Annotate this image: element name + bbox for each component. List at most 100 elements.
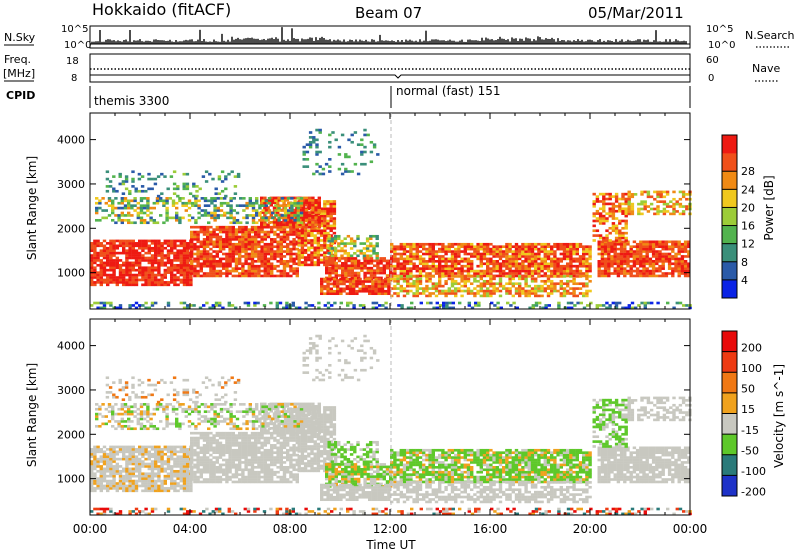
power-cell (173, 273, 177, 277)
power-cell (115, 251, 119, 255)
power-cell (602, 207, 606, 211)
power-cell (289, 250, 293, 253)
power-cell (586, 304, 590, 307)
power-cell (118, 172, 122, 176)
power-cell (482, 282, 487, 286)
power-cell (176, 251, 180, 255)
power-cell (186, 266, 190, 270)
power-cell (645, 247, 649, 251)
power-cell (643, 205, 647, 208)
power-cell (379, 269, 383, 272)
power-cell (585, 267, 589, 270)
power-cell (355, 285, 359, 288)
power-cell (346, 252, 351, 255)
power-cell (498, 252, 503, 256)
power-cell (371, 301, 375, 305)
power-cell (566, 245, 570, 249)
power-cell (600, 262, 605, 266)
velocity-cell (102, 460, 107, 463)
velocity-cell (118, 457, 123, 461)
power-cell (662, 210, 667, 213)
power-cell (323, 246, 327, 250)
power-cell (206, 260, 210, 263)
power-cell (272, 223, 277, 227)
power-cell (255, 197, 259, 200)
power-cell (323, 239, 327, 242)
power-cell (543, 279, 547, 283)
power-cell (387, 280, 391, 283)
power-cell (102, 271, 107, 274)
power-cell (524, 250, 528, 253)
power-cell (307, 248, 311, 252)
power-cell (502, 269, 506, 273)
power-cell (651, 260, 656, 263)
power-cell (223, 214, 227, 217)
power-cell (234, 233, 239, 236)
power-cell (438, 284, 442, 288)
power-cell (482, 242, 487, 246)
power-cell (350, 261, 354, 265)
power-cell (619, 240, 624, 244)
power-cell (290, 197, 294, 200)
power-cell (109, 304, 113, 307)
power-cell (613, 240, 617, 244)
power-cell (683, 274, 688, 278)
velocity-cell (96, 460, 100, 463)
power-cell (623, 247, 627, 251)
power-cell (279, 247, 283, 251)
power-cell (632, 274, 637, 278)
power-cell (630, 205, 635, 208)
power-cell (359, 249, 363, 253)
power-cell (402, 279, 407, 283)
power-cell (317, 201, 321, 205)
power-cell (171, 204, 176, 207)
power-cell (377, 282, 381, 286)
power-cell (333, 252, 338, 255)
power-cell (492, 252, 496, 256)
power-cell (292, 242, 296, 246)
power-cell (292, 238, 296, 241)
power-cell (323, 277, 327, 281)
power-cell (323, 209, 327, 213)
power-cell (263, 208, 267, 212)
power-cell (182, 281, 187, 284)
power-cell (683, 247, 688, 251)
power-cell (671, 242, 675, 246)
power-cell (508, 287, 512, 290)
power-cell (566, 262, 570, 266)
power-cell (99, 268, 103, 272)
power-cell (651, 242, 656, 246)
power-cell (127, 199, 131, 203)
power-cell (393, 269, 397, 273)
power-cell (276, 201, 280, 205)
power-cell (396, 264, 400, 268)
power-cell (450, 282, 455, 286)
velocity-cell (125, 472, 129, 476)
power-cell (687, 267, 691, 270)
power-cell (117, 216, 121, 220)
power-cell (645, 260, 649, 263)
power-cell (425, 277, 429, 281)
velocity-cell (106, 448, 110, 451)
power-cell (409, 255, 413, 258)
velocity-cell (90, 472, 94, 476)
power-cell (328, 266, 332, 270)
power-cell (387, 289, 391, 293)
power-cell (341, 261, 345, 265)
power-cell (128, 239, 132, 243)
power-cell (540, 269, 544, 273)
power-cell (624, 200, 628, 203)
power-cell (247, 267, 251, 270)
power-cell (99, 261, 103, 265)
power-cell (385, 264, 390, 268)
power-cell (527, 247, 531, 251)
power-cell (677, 250, 681, 253)
power-cell (372, 244, 376, 248)
power-cell (454, 255, 458, 258)
power-cell (204, 180, 209, 183)
power-cell (155, 199, 160, 203)
power-cell (649, 195, 654, 199)
power-cell (562, 255, 567, 258)
power-cell (217, 177, 222, 181)
power-cell (575, 257, 579, 261)
